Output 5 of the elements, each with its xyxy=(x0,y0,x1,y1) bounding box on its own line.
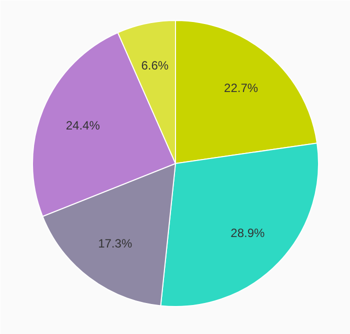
data-label: 17.3% xyxy=(98,236,132,250)
data-label: 28.9% xyxy=(230,226,265,240)
data-label: 22.7% xyxy=(224,80,258,95)
data-label: 24.4% xyxy=(66,118,100,133)
data-label: 6.6% xyxy=(141,58,169,73)
